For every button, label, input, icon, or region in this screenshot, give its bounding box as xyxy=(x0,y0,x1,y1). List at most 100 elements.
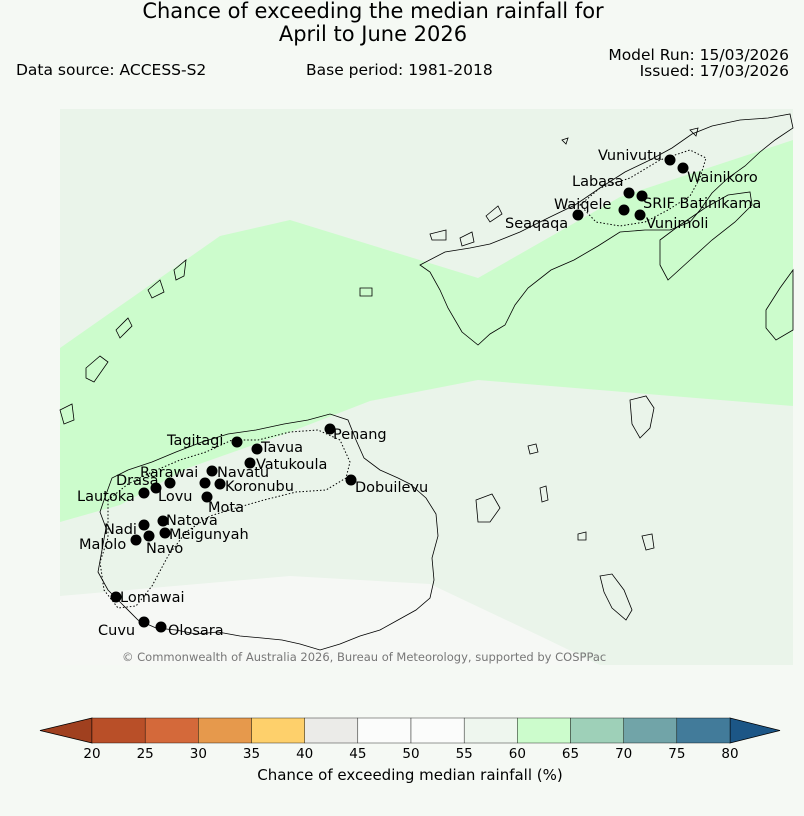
island-small-8 xyxy=(485,205,503,223)
vanua-levu-coast xyxy=(419,113,794,346)
island-small-5 xyxy=(359,287,373,297)
town-marker-cuvu xyxy=(138,616,150,628)
town-label-nadi: Nadi xyxy=(104,522,137,538)
colorbar-segment-25-30 xyxy=(144,717,199,744)
town-label-navo: Navo xyxy=(146,541,183,557)
town-marker-vunivutu xyxy=(664,154,676,166)
town-marker-seaqaqa xyxy=(572,209,584,221)
town-marker-labasa xyxy=(623,187,635,199)
town-marker-waiqele xyxy=(618,204,630,216)
town-label-penang: Penang xyxy=(333,427,387,443)
town-marker-wainikoro xyxy=(677,162,689,174)
colorbar-tick-60: 60 xyxy=(509,746,526,762)
town-marker-vatukoula xyxy=(244,457,256,469)
town-label-lomawai: Lomawai xyxy=(120,590,184,606)
colorbar-segment-20-25 xyxy=(91,717,146,744)
island-small-1 xyxy=(527,443,539,455)
data-source-label: Data source: ACCESS-S2 xyxy=(16,61,207,79)
town-label-mota: Mota xyxy=(208,500,244,516)
colorbar-segment-50-55 xyxy=(410,717,465,744)
colorbar-tick-80: 80 xyxy=(721,746,738,762)
colorbar-segment-35-40 xyxy=(251,717,305,744)
town-label-cuvu: Cuvu xyxy=(98,623,135,639)
colorbar-segment-60-65 xyxy=(517,717,571,744)
colorbar-segment-65-70 xyxy=(570,717,624,744)
town-marker-meigunyah xyxy=(159,527,171,539)
town-label-waiqele: Waiqele xyxy=(554,197,611,213)
town-label-olosara: Olosara xyxy=(168,623,224,639)
colorbar-segment-45-50 xyxy=(357,717,412,744)
town-marker-olosara xyxy=(155,621,167,633)
town-label-malolo: Malolo xyxy=(79,537,126,553)
colorbar: 20 25 30 35 40 45 50 55 60 65 70 75 80 xyxy=(39,717,781,762)
town-marker-lomawai xyxy=(110,591,122,603)
town-marker-mota xyxy=(201,491,213,503)
town-label-tagitagi: Tagitagi xyxy=(166,433,223,449)
town-label-vunivutu: Vunivutu xyxy=(598,148,662,164)
town-marker-dobuilevu xyxy=(345,474,357,486)
island-small-9 xyxy=(689,127,699,137)
island-small-2 xyxy=(539,485,549,503)
town-marker-malolo xyxy=(130,534,142,546)
island-small-6 xyxy=(429,229,447,241)
island-east xyxy=(765,268,794,341)
town-label-seaqaqa: Seaqaqa xyxy=(505,216,568,232)
colorbar-under-arrow xyxy=(39,717,93,744)
town-marker-lovu xyxy=(150,482,162,494)
colorbar-tick-75: 75 xyxy=(668,746,685,762)
town-label-labasa: Labasa xyxy=(572,174,624,190)
colorbar-over-arrow xyxy=(729,717,781,744)
town-label-drasa: Drasa xyxy=(116,473,158,489)
island-yasawa-3 xyxy=(115,317,133,339)
colorbar-segment-30-35 xyxy=(198,717,252,744)
town-label-dobuilevu: Dobuilevu xyxy=(355,480,428,496)
island-small-10 xyxy=(561,137,569,145)
copyright-notice: © Commonwealth of Australia 2026, Bureau… xyxy=(122,650,606,664)
town-marker-lautoka xyxy=(138,487,150,499)
colorbar-tick-25: 25 xyxy=(137,746,154,762)
town-marker-natova xyxy=(157,515,169,527)
island-small-7 xyxy=(459,231,475,247)
town-layer: Vunivutu Wainikoro Labasa Waiqele SRIF Batin… xyxy=(77,148,761,639)
colorbar-tick-50: 50 xyxy=(402,746,419,762)
colorbar-label: Chance of exceeding median rainfall (%) xyxy=(257,766,562,784)
shade-45-50-region xyxy=(60,576,600,665)
shade-60-65-band xyxy=(60,140,793,522)
town-label-lautoka: Lautoka xyxy=(77,489,135,505)
island-gau xyxy=(599,573,633,621)
town-label-rarawai: Rarawai xyxy=(140,465,198,481)
town-marker-vunimoli xyxy=(634,209,646,221)
town-marker-drasa xyxy=(164,477,176,489)
town-marker-navo xyxy=(143,530,155,542)
town-marker-koronubu xyxy=(214,478,226,490)
island-koro xyxy=(629,395,655,439)
town-marker-tagitagi xyxy=(231,436,243,448)
base-period-label: Base period: 1981-2018 xyxy=(306,61,493,79)
map-title: Chance of exceeding the median rainfall … xyxy=(0,0,746,46)
island-yasawa-5 xyxy=(173,259,187,281)
island-yasawa-4 xyxy=(147,279,165,299)
model-run-label: Model Run: 15/03/2026 xyxy=(608,46,789,64)
island-small-3 xyxy=(577,531,587,541)
town-marker-rarawai xyxy=(206,465,218,477)
colorbar-tick-55: 55 xyxy=(456,746,473,762)
town-label-meigunyah: Meigunyah xyxy=(169,527,249,543)
island-ovalau xyxy=(475,493,501,523)
town-label-tavua: Tavua xyxy=(260,440,303,456)
town-label-natova: Natova xyxy=(166,513,218,529)
town-label-navatu: Navatu xyxy=(217,465,269,481)
town-label-koronubu: Koronubu xyxy=(225,479,294,495)
title-line-1: Chance of exceeding the median rainfall … xyxy=(142,0,604,23)
town-marker-tavua xyxy=(251,443,263,455)
colorbar-tick-20: 20 xyxy=(83,746,100,762)
town-label-vunimoli: Vunimoli xyxy=(646,216,708,232)
colorbar-tick-30: 30 xyxy=(190,746,207,762)
colorbar-tick-45: 45 xyxy=(349,746,366,762)
title-line-2: April to June 2026 xyxy=(278,22,468,46)
colorbar-segment-55-60 xyxy=(463,717,518,744)
town-marker-nadi xyxy=(138,519,150,531)
colorbar-tick-65: 65 xyxy=(562,746,579,762)
town-marker-srif-batinikama xyxy=(636,190,648,202)
town-marker-penang xyxy=(324,423,336,435)
